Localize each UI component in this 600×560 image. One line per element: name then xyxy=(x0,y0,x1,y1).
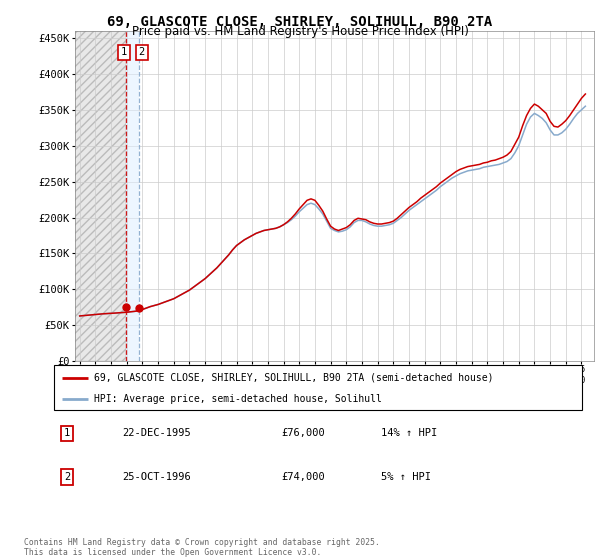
Text: £76,000: £76,000 xyxy=(281,428,325,438)
Text: 22-DEC-1995: 22-DEC-1995 xyxy=(122,428,191,438)
Text: 69, GLASCOTE CLOSE, SHIRLEY, SOLIHULL, B90 2TA: 69, GLASCOTE CLOSE, SHIRLEY, SOLIHULL, B… xyxy=(107,15,493,29)
Text: 2: 2 xyxy=(64,472,70,482)
Bar xyxy=(75,31,126,361)
Text: 2: 2 xyxy=(139,48,145,57)
Text: HPI: Average price, semi-detached house, Solihull: HPI: Average price, semi-detached house,… xyxy=(94,394,382,404)
Text: 14% ↑ HPI: 14% ↑ HPI xyxy=(382,428,437,438)
Text: 5% ↑ HPI: 5% ↑ HPI xyxy=(382,472,431,482)
Text: 1: 1 xyxy=(64,428,70,438)
Text: £74,000: £74,000 xyxy=(281,472,325,482)
Bar xyxy=(126,31,139,361)
Text: Contains HM Land Registry data © Crown copyright and database right 2025.
This d: Contains HM Land Registry data © Crown c… xyxy=(24,538,380,557)
Text: 69, GLASCOTE CLOSE, SHIRLEY, SOLIHULL, B90 2TA (semi-detached house): 69, GLASCOTE CLOSE, SHIRLEY, SOLIHULL, B… xyxy=(94,372,493,382)
Text: Price paid vs. HM Land Registry's House Price Index (HPI): Price paid vs. HM Land Registry's House … xyxy=(131,25,469,38)
Text: 1: 1 xyxy=(121,48,127,57)
Text: 25-OCT-1996: 25-OCT-1996 xyxy=(122,472,191,482)
